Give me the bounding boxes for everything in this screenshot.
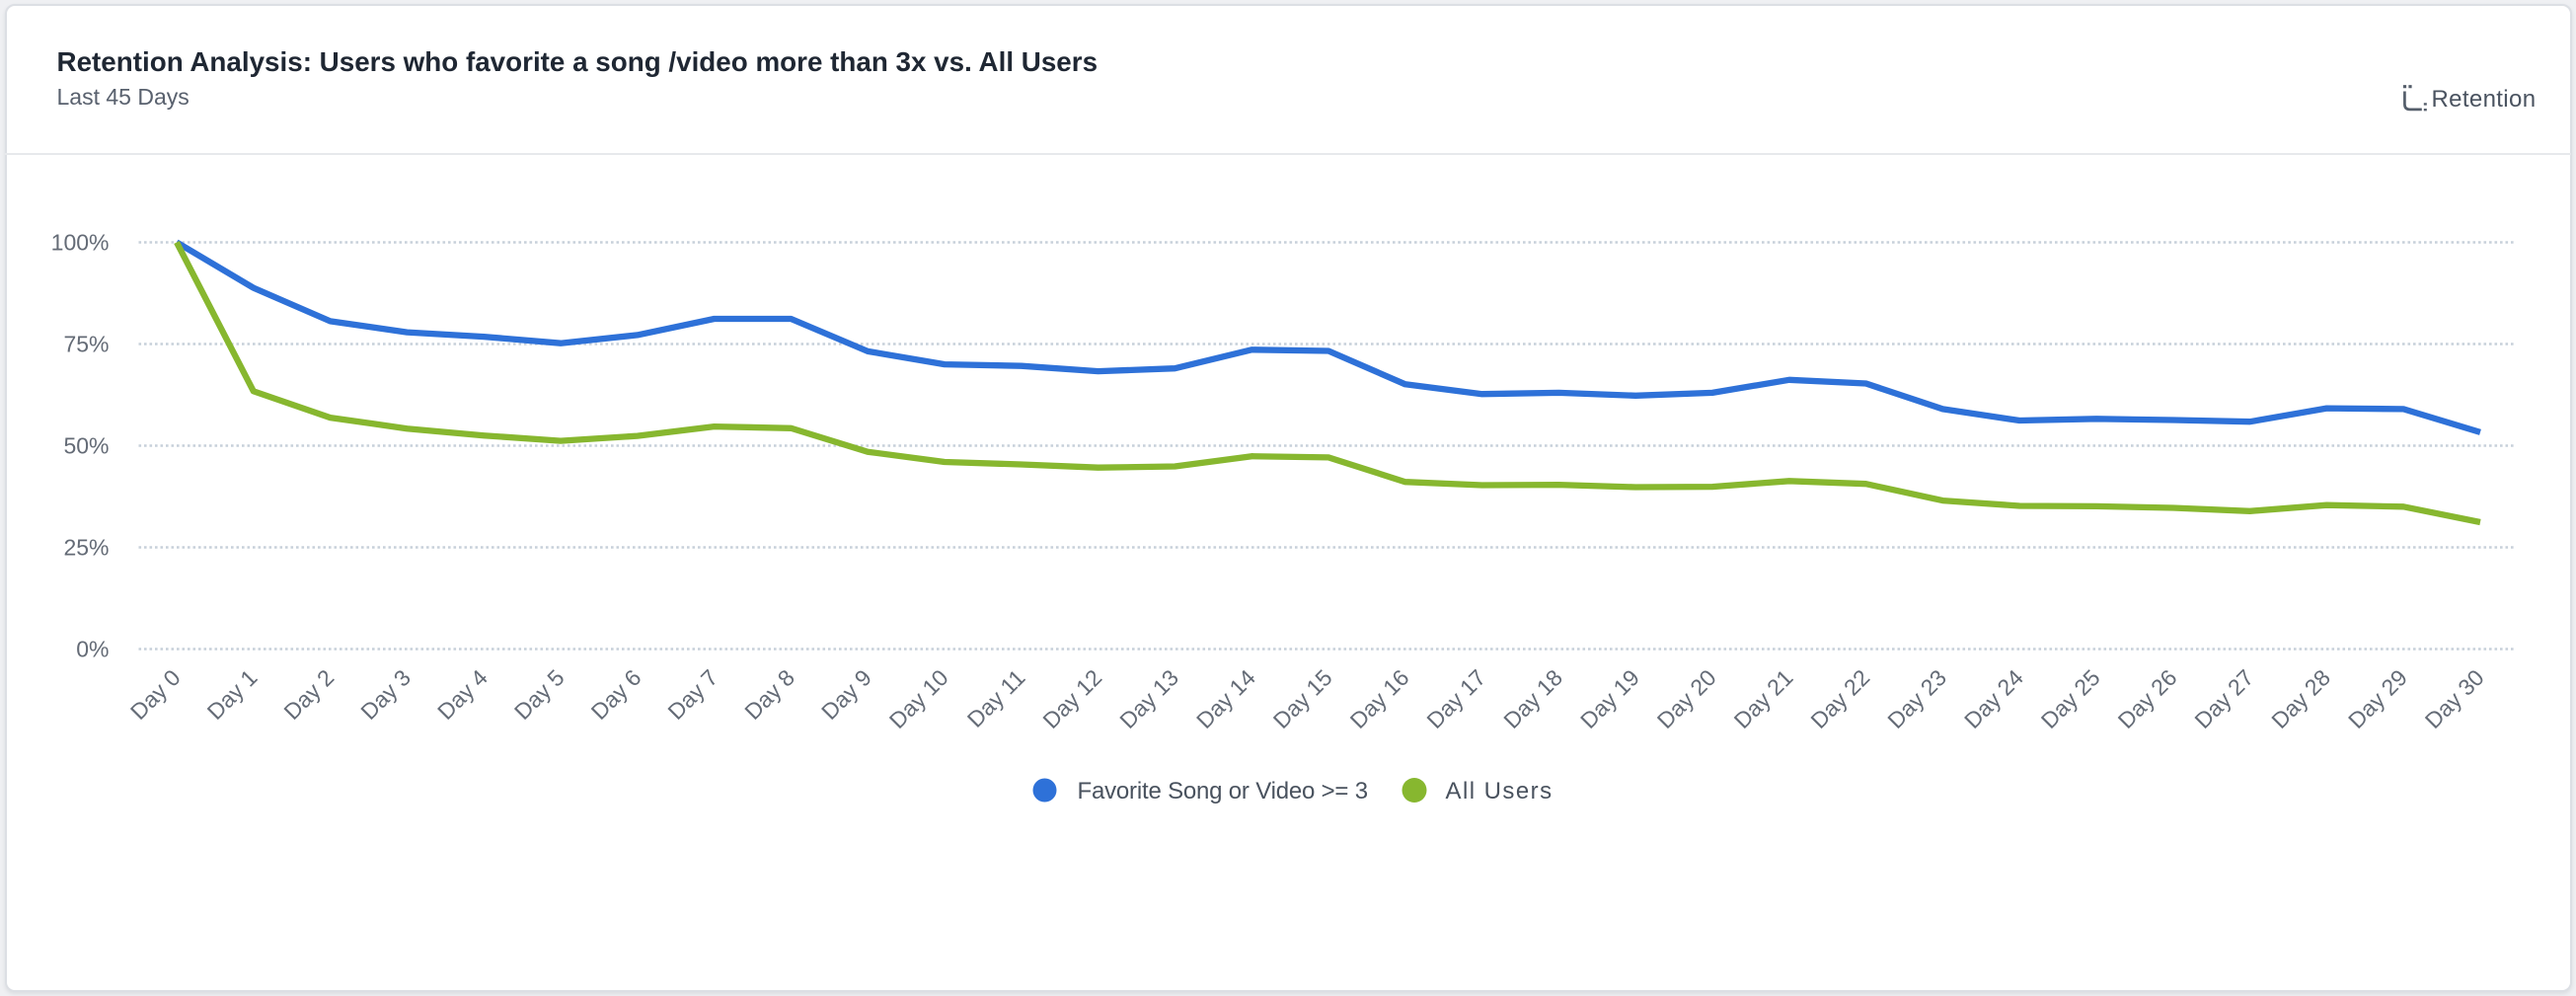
svg-text:Day 3: Day 3 [355, 664, 416, 725]
svg-text:Day 5: Day 5 [509, 664, 569, 725]
svg-text:Day 20: Day 20 [1652, 664, 1721, 733]
svg-text:Day 30: Day 30 [2420, 664, 2489, 733]
svg-text:Day 1: Day 1 [202, 664, 263, 725]
svg-text:Day 17: Day 17 [1421, 664, 1490, 733]
svg-text:Day 0: Day 0 [125, 664, 186, 725]
svg-text:Favorite Song or Video >= 3: Favorite Song or Video >= 3 [1078, 778, 1368, 804]
svg-text:Day 23: Day 23 [1882, 664, 1951, 733]
svg-text:Day 15: Day 15 [1268, 664, 1337, 733]
svg-text:100%: 100% [51, 230, 110, 256]
svg-text:Day 22: Day 22 [1805, 664, 1874, 733]
svg-text:Day 19: Day 19 [1575, 664, 1644, 733]
svg-text:Day 27: Day 27 [2189, 664, 2258, 733]
svg-text:Day 18: Day 18 [1498, 664, 1567, 733]
svg-text:All Users: All Users [1446, 778, 1553, 804]
svg-text:Day 26: Day 26 [2113, 664, 2182, 733]
svg-text:25%: 25% [63, 535, 109, 561]
svg-text:Day 2: Day 2 [278, 664, 339, 725]
svg-text:Day 11: Day 11 [962, 664, 1030, 732]
svg-text:Day 24: Day 24 [1959, 664, 2028, 733]
svg-text:Day 7: Day 7 [662, 664, 722, 725]
svg-text:Day 10: Day 10 [884, 664, 953, 733]
svg-text:Day 6: Day 6 [586, 664, 646, 725]
svg-text:Day 4: Day 4 [432, 664, 492, 725]
svg-text:Day 13: Day 13 [1114, 664, 1183, 733]
svg-text:Day 12: Day 12 [1037, 664, 1106, 733]
svg-text:50%: 50% [63, 433, 109, 459]
svg-text:75%: 75% [63, 332, 109, 357]
svg-text:Day 29: Day 29 [2343, 664, 2412, 733]
svg-text:Day 14: Day 14 [1191, 664, 1260, 733]
svg-text:Day 8: Day 8 [739, 664, 799, 725]
svg-text:Day 9: Day 9 [816, 664, 876, 725]
svg-text:Day 16: Day 16 [1345, 664, 1414, 733]
svg-text:Day 25: Day 25 [2036, 664, 2105, 733]
svg-text:Day 21: Day 21 [1729, 664, 1798, 733]
svg-text:0%: 0% [76, 637, 109, 662]
svg-text:Day 28: Day 28 [2266, 664, 2335, 733]
